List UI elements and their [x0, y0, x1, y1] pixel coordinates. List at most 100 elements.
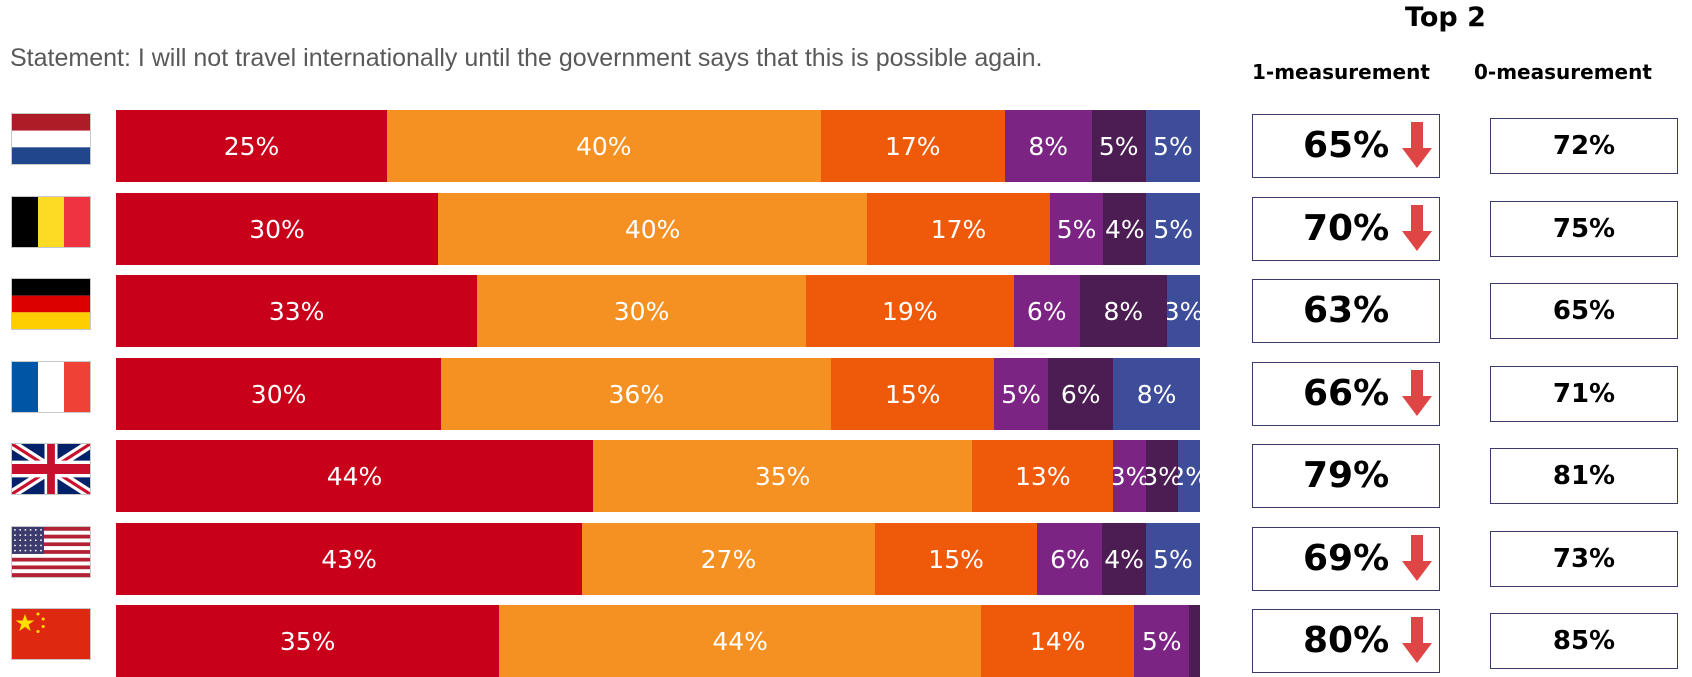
bar-segment: 40% [437, 193, 868, 265]
bar-segment: 13% [972, 440, 1114, 512]
bar-segment: 40% [387, 110, 821, 182]
top2-0-measurement-box: 75% [1490, 201, 1678, 257]
data-label: 44% [712, 626, 768, 656]
data-label: 4% [1105, 214, 1145, 244]
stacked-bar: 25% 40% 17% 8% 5% 5% [116, 110, 1200, 182]
top2-0-measurement-box: 72% [1490, 118, 1678, 174]
data-label: 3% [1113, 461, 1146, 491]
flag-fr-icon [12, 362, 90, 412]
bar-segment: 8% [1004, 110, 1092, 182]
data-label: 15% [928, 544, 984, 574]
top2-1-measurement-box: 65% [1252, 114, 1440, 178]
flag-be-icon [12, 197, 90, 247]
bar-segment: 5% [1091, 110, 1146, 182]
bar-segment: 14% [981, 605, 1135, 677]
bar-segment: 3% [1113, 440, 1146, 512]
bar-segment: 3% [1145, 440, 1179, 512]
bar-segment: 5% [994, 358, 1049, 430]
bar-segment: 30% [116, 358, 442, 430]
top2-1-measurement-value: 69% [1303, 538, 1390, 579]
data-label: 5% [1141, 626, 1182, 656]
data-label: 44% [326, 461, 383, 491]
flag-de-icon [12, 279, 90, 329]
chart-row: 30% 36% 15% 5% 6% 8% 66% 71% [0, 358, 1692, 430]
top2-1-measurement-value: 66% [1303, 373, 1390, 414]
chart-row: 25% 40% 17% 8% 5% 5% 65% 72% [0, 110, 1692, 182]
bar-segment: 5% [1049, 193, 1104, 265]
top2-1-measurement-box: 69% [1252, 527, 1440, 591]
data-label: 35% [279, 626, 336, 656]
data-label: 40% [624, 214, 681, 244]
bar-segment: 17% [820, 110, 1005, 182]
flag-nl-icon [12, 114, 90, 164]
statement-text: Statement: I will not travel internation… [10, 44, 1043, 72]
top2-1-measurement-value: 70% [1303, 208, 1390, 249]
data-label: 17% [930, 214, 987, 244]
top2-0-measurement-value: 73% [1552, 544, 1616, 574]
bar-segment: 27% [582, 523, 875, 595]
data-label: 30% [250, 379, 307, 409]
top2-1-measurement-box: 66% [1252, 362, 1440, 426]
bar-segment: 33% [116, 275, 478, 347]
top2-0-measurement-value: 85% [1552, 626, 1616, 656]
top2-1-measurement-box: 80% [1252, 609, 1440, 673]
data-label: 5% [1056, 214, 1097, 244]
bar-segment: 30% [116, 193, 438, 265]
stacked-bar: 33% 30% 19% 6% 8% 3% [116, 275, 1200, 347]
top2-heading: Top 2 [1405, 2, 1486, 33]
data-label: 19% [882, 296, 938, 326]
data-label: 4% [1104, 544, 1144, 574]
bar-segment: 4% [1102, 523, 1146, 595]
top2-0-measurement-value: 65% [1552, 296, 1616, 326]
bar-segment: 25% [116, 110, 387, 182]
flag-gb-icon [12, 444, 90, 494]
top2-0-measurement-value: 72% [1552, 131, 1616, 161]
bar-segment: 35% [592, 440, 973, 512]
bar-segment: 15% [874, 523, 1038, 595]
arrow-down-icon [1401, 203, 1433, 253]
stacked-bar: 30% 40% 17% 5% 4% 5% [116, 193, 1200, 265]
bar-segment: 5% [1145, 110, 1200, 182]
arrow-down-icon [1401, 368, 1433, 418]
arrow-down-icon [1401, 120, 1433, 170]
data-label: 6% [1026, 296, 1067, 326]
data-label: 15% [884, 379, 941, 409]
chart-row: 44%35%13%3%3%2%79%81% [0, 440, 1692, 512]
data-label: 5% [1001, 379, 1041, 409]
bar-segment: 44% [116, 440, 593, 512]
top2-1-measurement-box: 70% [1252, 197, 1440, 261]
chart-row: 33% 30% 19% 6% 8% 3% 63% 65% [0, 275, 1692, 347]
arrow-down-icon [1401, 615, 1433, 665]
bar-segment: 5% [1145, 523, 1200, 595]
data-label: 8% [1103, 296, 1144, 326]
bar-segment: 43% [116, 523, 583, 595]
data-label: 5% [1153, 131, 1193, 161]
stacked-bar: 44%35%13%3%3%2% [116, 440, 1200, 512]
bar-segment: 6% [1048, 358, 1114, 430]
top2-0-measurement-box: 85% [1490, 613, 1678, 669]
bar-segment: 44% [499, 605, 981, 677]
bar-segment: 36% [441, 358, 832, 430]
data-label: 40% [576, 131, 632, 161]
bar-segment: 8% [1113, 358, 1200, 430]
top2-0-measurement-value: 71% [1552, 379, 1616, 409]
bar-segment: 5% [1134, 605, 1190, 677]
top2-1-measurement-box: 63% [1252, 279, 1440, 343]
bar-segment: 19% [805, 275, 1014, 347]
top2-1-measurement-value: 63% [1303, 290, 1390, 331]
data-label: 35% [754, 461, 811, 491]
bar-segment: 8% [1079, 275, 1168, 347]
data-label: 43% [321, 544, 377, 574]
top2-1-measurement-value: 80% [1303, 620, 1390, 661]
flag-us-icon [12, 527, 90, 577]
data-label: 36% [608, 379, 665, 409]
chart-row: 30% 40% 17% 5% 4% 5% 70% 75% [0, 193, 1692, 265]
top2-0-measurement-box: 81% [1490, 448, 1678, 504]
bar-segment: 5% [1146, 193, 1200, 265]
top2-0-measurement-box: 71% [1490, 366, 1678, 422]
top2-0-measurement-box: 73% [1490, 531, 1678, 587]
arrow-down-icon [1401, 533, 1433, 583]
top2-0-measurement-value: 75% [1552, 214, 1616, 244]
top2-1-measurement-box: 79% [1252, 444, 1440, 508]
